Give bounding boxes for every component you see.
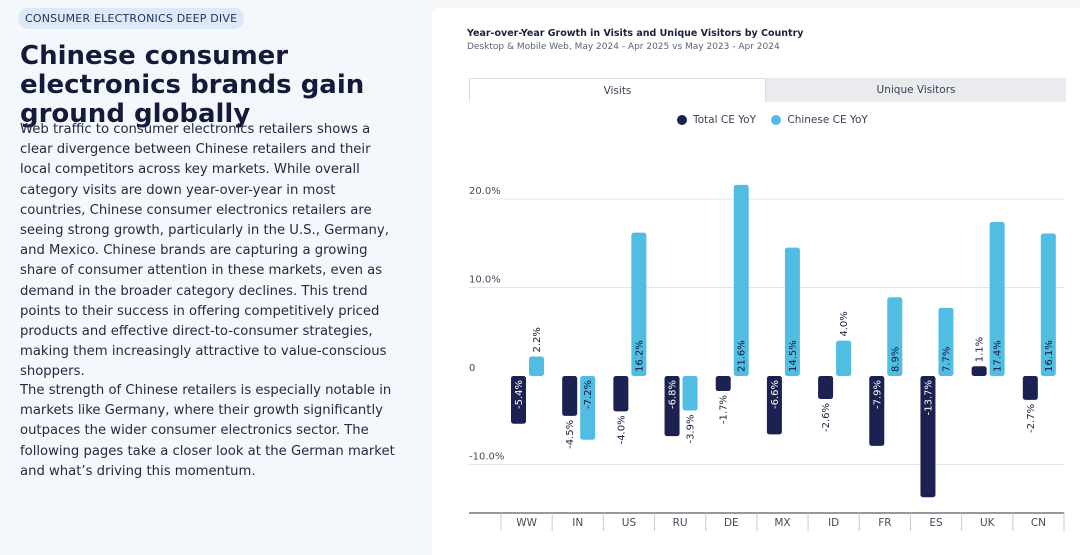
bar-chinese bbox=[682, 376, 698, 411]
data-label-total: -4.0% bbox=[616, 415, 627, 444]
data-label-chinese: 17.4% bbox=[993, 340, 1004, 372]
bar-chinese bbox=[1040, 233, 1056, 376]
data-label-total: -7.9% bbox=[872, 380, 883, 409]
bar-total bbox=[766, 376, 782, 435]
body-paragraph-2: The strength of Chinese retailers is esp… bbox=[20, 383, 395, 479]
x-tick-label: DE bbox=[724, 517, 739, 529]
bar-total bbox=[1022, 376, 1038, 400]
bar-total bbox=[715, 376, 731, 392]
bar-chinese bbox=[836, 340, 852, 376]
data-label-chinese: 7.7% bbox=[941, 347, 952, 372]
data-label-chinese: 16.2% bbox=[634, 340, 645, 372]
legend-label-chinese: Chinese CE YoY bbox=[787, 114, 868, 126]
x-tick-label: US bbox=[622, 517, 637, 529]
data-label-total: -6.8% bbox=[668, 380, 679, 409]
section-badge: CONSUMER ELECTRONICS DEEP DIVE bbox=[18, 8, 245, 29]
tab-unique-visitors[interactable]: Unique Visitors bbox=[766, 78, 1066, 102]
data-label-chinese: -7.2% bbox=[583, 380, 594, 409]
chart-title: Year-over-Year Growth in Visits and Uniq… bbox=[467, 28, 804, 39]
bar-chinese bbox=[580, 376, 596, 440]
tab-visits[interactable]: Visits bbox=[469, 78, 766, 102]
data-label-chinese: 14.5% bbox=[788, 340, 799, 372]
y-tick-label: 10.0% bbox=[469, 275, 501, 286]
article-panel: CONSUMER ELECTRONICS DEEP DIVE Chinese c… bbox=[0, 0, 430, 555]
chart-subtitle: Desktop & Mobile Web, May 2024 - Apr 202… bbox=[467, 42, 780, 52]
bar-total bbox=[562, 376, 578, 416]
bar-total bbox=[869, 376, 885, 446]
data-label-chinese: -3.9% bbox=[686, 415, 697, 444]
data-label-chinese: 8.9% bbox=[890, 347, 901, 372]
bar-chinese bbox=[529, 356, 544, 376]
legend-dot-total bbox=[677, 115, 687, 125]
x-tick-label: MX bbox=[774, 517, 790, 529]
data-label-chinese: 2.2% bbox=[532, 327, 543, 352]
data-label-total: -4.5% bbox=[565, 420, 576, 449]
bar-chinese bbox=[989, 222, 1005, 376]
chart-panel: Year-over-Year Growth in Visits and Uniq… bbox=[432, 8, 1080, 555]
x-tick-label: FR bbox=[878, 517, 891, 529]
x-tick-label: ES bbox=[929, 517, 943, 529]
chart-legend: Total CE YoY Chinese CE YoY bbox=[677, 114, 880, 128]
bar-total bbox=[971, 366, 987, 376]
y-tick-label: 20.0% bbox=[469, 186, 501, 197]
data-label-total: -2.6% bbox=[821, 403, 832, 432]
legend-label-total: Total CE YoY bbox=[693, 114, 757, 126]
data-label-total: 1.1% bbox=[975, 337, 986, 362]
legend-item-chinese[interactable]: Chinese CE YoY bbox=[771, 114, 868, 126]
x-tick-label: ID bbox=[828, 517, 839, 529]
x-tick-label: IN bbox=[572, 517, 583, 529]
data-label-total: -5.4% bbox=[514, 380, 525, 409]
bar-chinese bbox=[784, 247, 800, 376]
bar-chinese bbox=[733, 184, 749, 376]
x-tick-label: UK bbox=[980, 517, 996, 529]
x-tick-label: WW bbox=[516, 517, 537, 529]
bar-chinese bbox=[938, 307, 954, 376]
data-label-total: -1.7% bbox=[719, 395, 730, 424]
bar-total bbox=[664, 376, 680, 437]
data-label-chinese: 21.6% bbox=[737, 340, 748, 372]
bar-chinese bbox=[631, 232, 647, 376]
page-title: Chinese consumer electronics brands gain… bbox=[20, 41, 365, 129]
bar-total bbox=[818, 376, 834, 400]
x-tick-label: RU bbox=[673, 517, 688, 529]
y-tick-label: 0 bbox=[469, 363, 475, 374]
data-label-total: -6.6% bbox=[770, 380, 781, 409]
metric-tabs: Visits Unique Visitors bbox=[469, 78, 1066, 102]
legend-item-total[interactable]: Total CE YoY bbox=[677, 114, 756, 126]
x-tick-label: CN bbox=[1031, 517, 1046, 529]
data-label-total: -13.7% bbox=[923, 380, 934, 415]
bar-chart: 20.0% 10.0% 0 -10.0% WW IN US RU DE MX ID FR ES UK CN -… bbox=[469, 184, 1065, 531]
bar-total bbox=[511, 376, 526, 424]
bar-chinese bbox=[887, 297, 903, 376]
y-tick-label: -10.0% bbox=[469, 452, 504, 463]
data-label-total: -2.7% bbox=[1026, 404, 1037, 433]
data-label-chinese: 16.1% bbox=[1044, 340, 1055, 372]
body-paragraph-1: Web traffic to consumer electronics reta… bbox=[20, 122, 389, 380]
bar-total bbox=[920, 376, 936, 498]
data-label-chinese: 4.0% bbox=[839, 311, 850, 336]
bar-total bbox=[613, 376, 629, 412]
legend-dot-chinese bbox=[771, 115, 782, 125]
